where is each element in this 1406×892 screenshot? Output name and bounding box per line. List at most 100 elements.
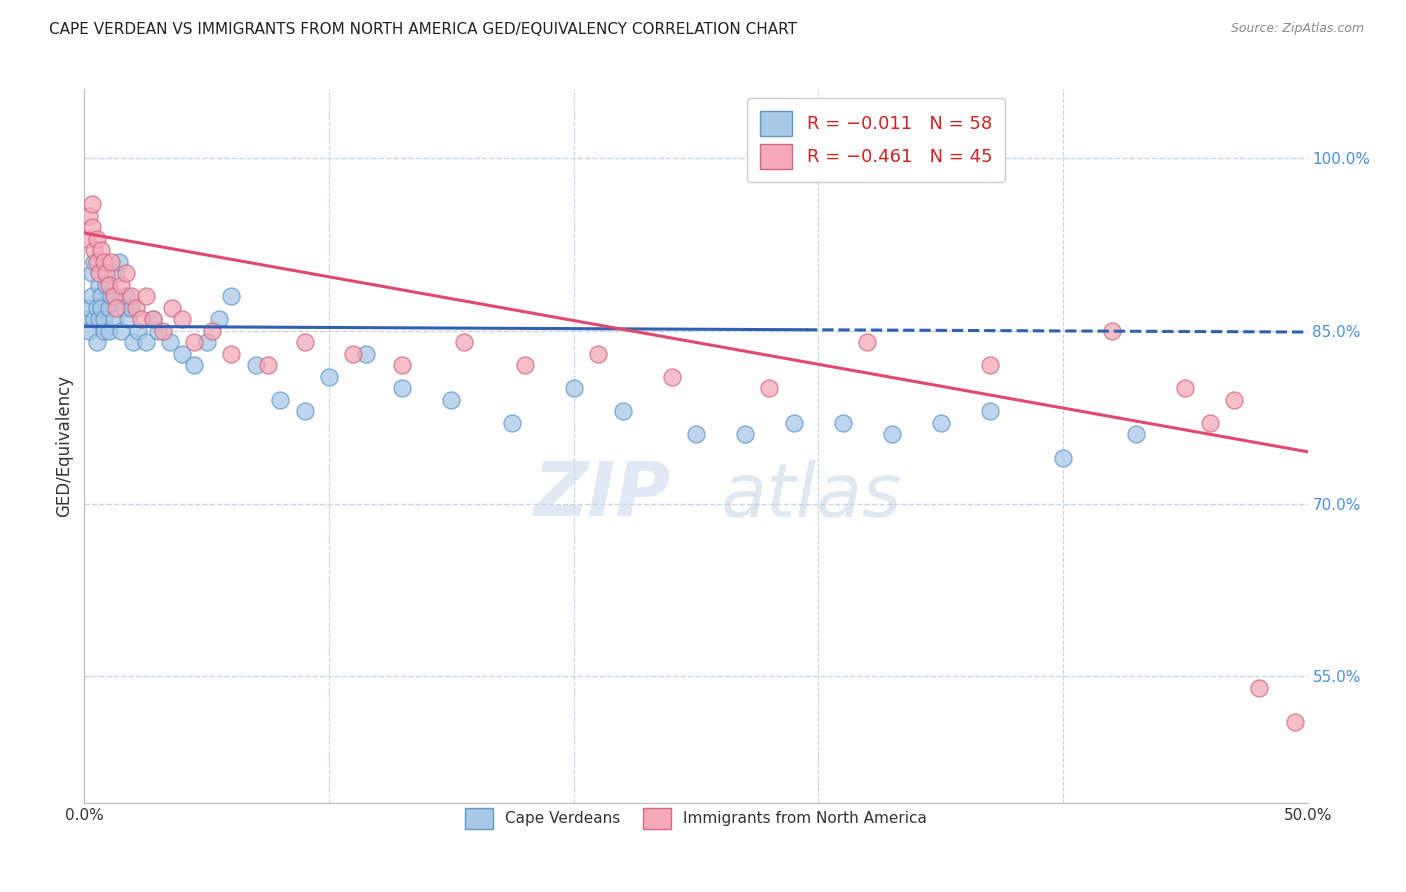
Point xyxy=(100,255,122,269)
Point xyxy=(661,370,683,384)
Point xyxy=(453,335,475,350)
Point xyxy=(200,324,222,338)
Point xyxy=(294,404,316,418)
Point xyxy=(142,312,165,326)
Point xyxy=(120,289,142,303)
Point xyxy=(93,255,115,269)
Point xyxy=(127,324,149,338)
Point xyxy=(172,347,194,361)
Point xyxy=(117,312,139,326)
Point xyxy=(1284,715,1306,730)
Point xyxy=(135,289,157,303)
Point xyxy=(103,289,125,303)
Point xyxy=(979,404,1001,418)
Point xyxy=(354,347,377,361)
Point xyxy=(135,335,157,350)
Point xyxy=(1174,381,1197,395)
Point xyxy=(86,301,108,315)
Point xyxy=(105,301,128,315)
Point xyxy=(77,209,100,223)
Point xyxy=(294,335,316,350)
Y-axis label: GED/Equivalency: GED/Equivalency xyxy=(55,375,73,517)
Point xyxy=(734,427,756,442)
Point xyxy=(112,301,135,315)
Point xyxy=(856,335,879,350)
Point xyxy=(1125,427,1147,442)
Point xyxy=(87,277,110,292)
Point xyxy=(97,301,120,315)
Point xyxy=(83,244,105,258)
Point xyxy=(107,255,129,269)
Point xyxy=(97,277,120,292)
Point xyxy=(129,312,152,326)
Point xyxy=(257,359,280,373)
Point xyxy=(831,416,853,430)
Point xyxy=(162,301,184,315)
Point xyxy=(76,232,98,246)
Point xyxy=(87,312,110,326)
Point xyxy=(979,359,1001,373)
Point xyxy=(783,416,806,430)
Point xyxy=(391,381,413,395)
Point xyxy=(758,381,780,395)
Point xyxy=(90,244,112,258)
Point xyxy=(86,255,108,269)
Point xyxy=(103,289,125,303)
Point xyxy=(685,427,707,442)
Point xyxy=(83,255,105,269)
Point xyxy=(195,335,218,350)
Point xyxy=(105,266,128,280)
Point xyxy=(90,301,112,315)
Point xyxy=(880,427,903,442)
Point xyxy=(269,392,291,407)
Point xyxy=(90,289,112,303)
Point xyxy=(100,289,122,303)
Point xyxy=(342,347,364,361)
Point xyxy=(110,324,132,338)
Point xyxy=(142,312,165,326)
Point xyxy=(1198,416,1220,430)
Point xyxy=(929,416,952,430)
Point xyxy=(97,324,120,338)
Point xyxy=(183,335,205,350)
Point xyxy=(562,381,585,395)
Point xyxy=(80,197,103,211)
Point xyxy=(77,324,100,338)
Point xyxy=(115,289,138,303)
Point xyxy=(86,232,108,246)
Point xyxy=(86,335,108,350)
Point xyxy=(93,324,115,338)
Point xyxy=(115,266,138,280)
Point xyxy=(183,359,205,373)
Point xyxy=(152,324,174,338)
Point xyxy=(83,312,105,326)
Point xyxy=(93,312,115,326)
Point xyxy=(80,289,103,303)
Point xyxy=(219,289,242,303)
Point xyxy=(96,277,118,292)
Point xyxy=(612,404,634,418)
Text: ZIP: ZIP xyxy=(534,459,672,533)
Point xyxy=(318,370,340,384)
Point xyxy=(103,312,125,326)
Point xyxy=(502,416,524,430)
Point xyxy=(1223,392,1246,407)
Point xyxy=(245,359,267,373)
Point xyxy=(146,324,169,338)
Point xyxy=(120,301,142,315)
Point xyxy=(1052,450,1074,465)
Point xyxy=(80,220,103,235)
Point xyxy=(159,335,181,350)
Point xyxy=(87,266,110,280)
Point xyxy=(76,312,98,326)
Point xyxy=(80,266,103,280)
Point xyxy=(219,347,242,361)
Point xyxy=(208,312,231,326)
Point xyxy=(172,312,194,326)
Point xyxy=(122,335,145,350)
Point xyxy=(1247,681,1270,695)
Point xyxy=(440,392,463,407)
Point xyxy=(513,359,536,373)
Legend: Cape Verdeans, Immigrants from North America: Cape Verdeans, Immigrants from North Ame… xyxy=(453,796,939,841)
Text: Source: ZipAtlas.com: Source: ZipAtlas.com xyxy=(1230,22,1364,36)
